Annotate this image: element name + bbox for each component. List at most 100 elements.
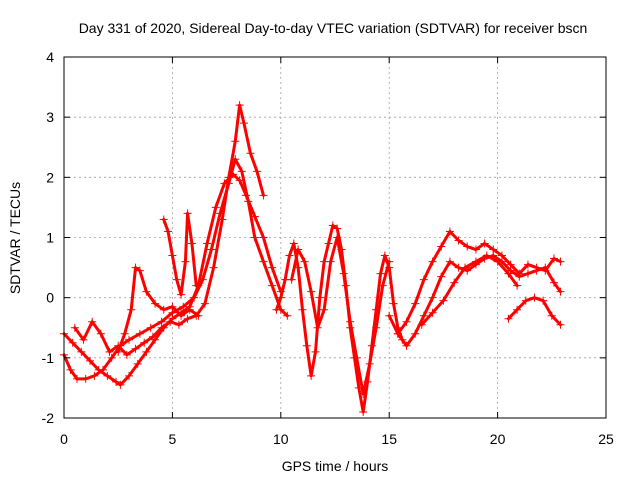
data-point <box>454 236 463 245</box>
data-point <box>185 305 194 314</box>
data-point <box>289 239 298 248</box>
data-point <box>428 257 437 266</box>
data-point <box>315 293 324 302</box>
x-tick-label: 15 <box>381 431 397 447</box>
data-point <box>513 305 522 314</box>
series-arc-9 <box>385 251 565 350</box>
data-point <box>112 377 121 386</box>
series-arc-7 <box>287 233 394 398</box>
data-point <box>523 269 532 278</box>
data-point <box>411 299 420 308</box>
series-line <box>290 236 391 396</box>
data-point <box>159 305 168 314</box>
data-point <box>445 257 454 266</box>
data-point <box>428 293 437 302</box>
data-point <box>549 278 558 287</box>
data-point <box>70 323 79 332</box>
data-point <box>276 293 285 302</box>
x-tick-label: 0 <box>60 431 68 447</box>
series-arc-8 <box>393 227 565 338</box>
data-point <box>105 347 114 356</box>
data-point <box>411 329 420 338</box>
data-point <box>250 212 259 221</box>
data-point <box>172 275 181 284</box>
data-point <box>450 278 459 287</box>
data-point <box>133 359 142 368</box>
data-point <box>174 320 183 329</box>
data-point <box>287 275 296 284</box>
data-point <box>385 257 394 266</box>
data-point <box>313 323 322 332</box>
data-point <box>218 215 227 224</box>
data-point <box>131 344 140 353</box>
data-point <box>120 329 129 338</box>
data-point <box>372 323 381 332</box>
data-point <box>242 191 251 200</box>
data-point <box>86 356 95 365</box>
data-point <box>246 149 255 158</box>
data-point <box>307 371 316 380</box>
data-point <box>183 314 192 323</box>
series-arc-10 <box>417 251 522 329</box>
data-point <box>359 407 368 416</box>
data-point <box>333 224 342 233</box>
data-series <box>60 101 565 416</box>
data-point <box>541 263 550 272</box>
data-point <box>157 323 166 332</box>
data-point <box>333 233 342 242</box>
data-point <box>439 296 448 305</box>
data-point <box>328 221 337 230</box>
data-point <box>419 275 428 284</box>
data-point <box>365 359 374 368</box>
data-point <box>437 242 446 251</box>
data-point <box>259 257 268 266</box>
x-tick-label: 5 <box>169 431 177 447</box>
data-point <box>187 239 196 248</box>
data-point <box>352 353 361 362</box>
data-point <box>504 314 513 323</box>
data-point <box>239 119 248 128</box>
data-point <box>96 329 105 338</box>
data-point <box>294 245 303 254</box>
data-point <box>513 281 522 290</box>
data-point <box>521 296 530 305</box>
data-point <box>135 266 144 275</box>
data-point <box>135 329 144 338</box>
data-point <box>556 320 565 329</box>
data-point <box>177 290 186 299</box>
data-point <box>252 167 261 176</box>
data-point <box>480 239 489 248</box>
y-tick-label: 3 <box>46 109 54 125</box>
data-point <box>471 257 480 266</box>
data-point <box>471 245 480 254</box>
data-point <box>250 233 259 242</box>
data-point <box>346 317 355 326</box>
data-point <box>164 227 173 236</box>
data-point <box>311 347 320 356</box>
data-point <box>461 263 470 272</box>
data-point <box>237 167 246 176</box>
data-point <box>504 269 513 278</box>
grid <box>64 57 606 418</box>
series-arc-11 <box>504 293 565 329</box>
series-line <box>420 254 519 327</box>
data-point <box>235 101 244 110</box>
axis-ticks: 0 5 10 15 20 25 -2 -1 0 1 2 3 4 <box>42 49 614 447</box>
data-point <box>259 191 268 200</box>
series-line <box>274 223 404 414</box>
data-point <box>207 245 216 254</box>
data-point <box>445 227 454 236</box>
series-line <box>116 266 200 354</box>
data-point <box>378 281 387 290</box>
data-point <box>326 257 335 266</box>
data-point <box>547 311 556 320</box>
x-tick-label: 20 <box>490 431 506 447</box>
data-point <box>532 266 541 275</box>
data-point <box>131 263 140 272</box>
data-point <box>402 341 411 350</box>
series-arc-4 <box>114 263 203 356</box>
data-point <box>437 272 446 281</box>
x-tick-label: 25 <box>598 431 614 447</box>
data-point <box>203 239 212 248</box>
